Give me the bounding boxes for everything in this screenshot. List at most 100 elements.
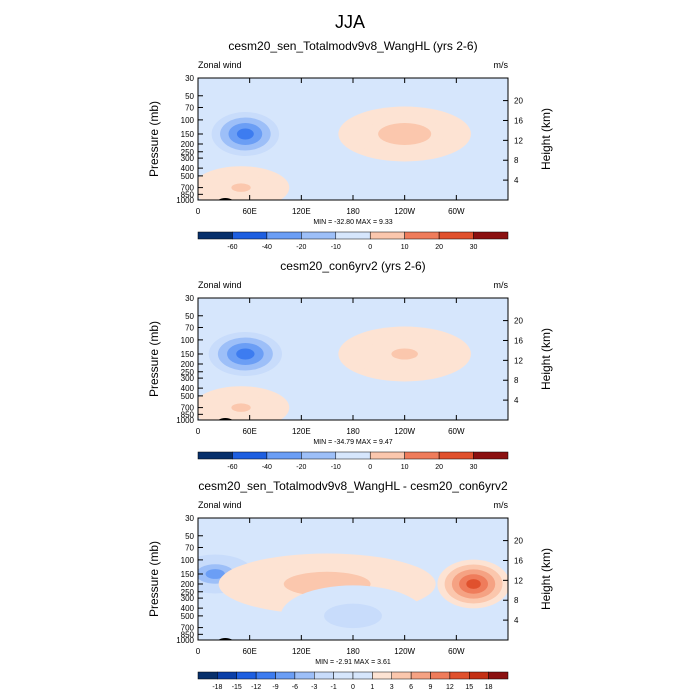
- y-axis-title-right: Height (km): [539, 328, 553, 390]
- colorbar-label: 20: [435, 244, 443, 251]
- field-contours: [198, 106, 471, 200]
- stats-label: MIN = -34.79 MAX = 9.47: [313, 439, 392, 446]
- colorbar-box: [275, 671, 296, 680]
- colorbar-box: [333, 671, 354, 680]
- x-tick-label: 180: [346, 427, 360, 436]
- colorbar-box: [369, 231, 405, 240]
- colorbar-label: -9: [272, 684, 278, 691]
- left-label: Zonal wind: [198, 280, 242, 290]
- contour-1-level-5: [236, 348, 255, 360]
- y-tick-label: 500: [181, 392, 195, 401]
- y-right-tick-label: 8: [514, 376, 519, 385]
- y-tick-label: 700: [181, 624, 195, 633]
- colorbar-box: [369, 451, 405, 460]
- colorbar-label: 0: [368, 244, 372, 251]
- chart-panel-2: cesm20_con6yrv2 (yrs 2-6) Zonal wind m/s 0 6…: [147, 259, 553, 471]
- x-tick-label: 60E: [243, 207, 257, 216]
- y-tick-label: 200: [181, 360, 195, 369]
- colorbar-label: 15: [465, 684, 473, 691]
- colorbar-label: 30: [470, 244, 478, 251]
- colorbar-box: [197, 671, 218, 680]
- colorbar-label: -18: [212, 684, 222, 691]
- contour-1-level-5: [205, 569, 225, 579]
- y-right-tick-label: 20: [514, 537, 523, 546]
- panel-title: cesm20_sen_Totalmodv9v8_WangHL (yrs 2-6): [228, 39, 477, 53]
- y-right-tick-label: 20: [514, 317, 523, 326]
- y-right-tick-label: 4: [514, 616, 519, 625]
- colorbar-box: [266, 451, 302, 460]
- figure-title: JJA: [334, 12, 365, 32]
- y-tick-label: 150: [181, 570, 195, 579]
- colorbar-box: [217, 671, 237, 680]
- contour-2-level-5: [391, 348, 418, 360]
- x-tick-label: 120E: [292, 207, 311, 216]
- contour-2-level-5: [391, 128, 418, 140]
- colorbar-box: [232, 451, 268, 460]
- colorbar-label: -1: [331, 684, 337, 691]
- colorbar-box: [335, 231, 371, 240]
- chart-panel-3: cesm20_sen_Totalmodv9v8_WangHL - cesm20_…: [147, 479, 553, 691]
- x-tick-label: 120W: [394, 647, 415, 656]
- colorbar-label: 12: [446, 684, 454, 691]
- colorbar-label: 9: [429, 684, 433, 691]
- y-tick-label: 70: [185, 323, 194, 332]
- y-right-tick-label: 16: [514, 556, 523, 565]
- colorbar-box: [197, 231, 233, 240]
- y-tick-label: 150: [181, 350, 195, 359]
- contour-4-level-5: [338, 609, 368, 622]
- colorbar-label: 10: [401, 244, 409, 251]
- y-right-tick-label: 8: [514, 156, 519, 165]
- colorbar-box: [438, 231, 474, 240]
- colorbar-box: [488, 671, 509, 680]
- colorbar-box: [266, 231, 302, 240]
- x-tick-label: 0: [196, 427, 201, 436]
- y-axis-title: Pressure (mb): [147, 541, 161, 617]
- y-tick-label: 700: [181, 404, 195, 413]
- colorbar-label: 18: [485, 684, 493, 691]
- right-label: m/s: [494, 280, 509, 290]
- y-axis-title-right: Height (km): [539, 108, 553, 170]
- y-right-tick-label: 12: [514, 356, 523, 365]
- y-tick-label: 50: [185, 92, 194, 101]
- right-label: m/s: [494, 60, 509, 70]
- x-tick-label: 60W: [448, 647, 465, 656]
- chart-panel-1: cesm20_sen_Totalmodv9v8_WangHL (yrs 2-6)…: [147, 39, 553, 251]
- y-right-tick-label: 4: [514, 396, 519, 405]
- colorbar-box: [314, 671, 334, 680]
- y-tick-label: 300: [181, 374, 195, 383]
- y-tick-label: 30: [185, 294, 194, 303]
- y-tick-label: 400: [181, 384, 195, 393]
- y-tick-label: 100: [181, 116, 195, 125]
- y-right-tick-label: 8: [514, 596, 519, 605]
- y-tick-label: 250: [181, 588, 195, 597]
- colorbar-label: -20: [296, 244, 306, 251]
- y-tick-label: 1000: [176, 636, 194, 645]
- colorbar-label: 1: [370, 684, 374, 691]
- y-tick-label: 500: [181, 612, 195, 621]
- y-right-tick-label: 4: [514, 176, 519, 185]
- colorbar-label: 0: [351, 684, 355, 691]
- colorbar-label: -20: [296, 464, 306, 471]
- colorbar-label: 3: [390, 684, 394, 691]
- colorbar-box: [430, 671, 451, 680]
- y-tick-label: 50: [185, 532, 194, 541]
- colorbar-box: [473, 451, 509, 460]
- colorbar-box: [473, 231, 509, 240]
- y-right-tick-label: 16: [514, 116, 523, 125]
- colorbar-box: [449, 671, 470, 680]
- panel-title: cesm20_con6yrv2 (yrs 2-6): [280, 259, 425, 273]
- x-tick-label: 120W: [394, 207, 415, 216]
- y-axis-title: Pressure (mb): [147, 101, 161, 177]
- y-axis-title: Pressure (mb): [147, 321, 161, 397]
- y-right-tick-label: 12: [514, 136, 523, 145]
- colorbar-box: [255, 671, 276, 680]
- y-right-tick-label: 16: [514, 336, 523, 345]
- colorbar-box: [438, 451, 474, 460]
- contour-3-level-5: [231, 403, 251, 412]
- colorbar-box: [469, 671, 489, 680]
- y-tick-label: 850: [181, 190, 195, 199]
- x-tick-label: 180: [346, 647, 360, 656]
- colorbar-box: [232, 231, 268, 240]
- y-tick-label: 30: [185, 514, 194, 523]
